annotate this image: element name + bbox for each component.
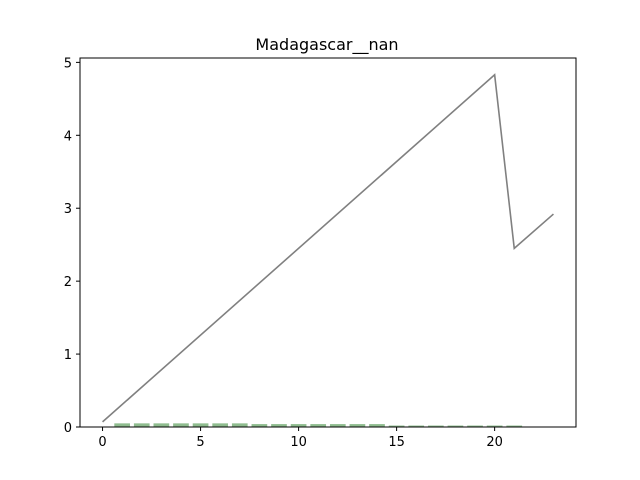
bar	[467, 425, 483, 427]
line-series	[102, 73, 554, 423]
x-tick-label: 0	[98, 435, 106, 450]
y-tick-label: 1	[64, 348, 72, 363]
x-tick-label: 20	[486, 435, 503, 450]
bar	[329, 424, 346, 427]
bar	[506, 425, 523, 427]
x-tick-label: 5	[196, 435, 204, 450]
chart-title: Madagascar__nan	[255, 35, 398, 55]
bar	[133, 423, 150, 427]
bar	[192, 423, 209, 427]
bar	[486, 425, 503, 427]
bar	[271, 424, 287, 427]
x-axis: 0 5 10 15 20	[98, 427, 503, 450]
y-tick-label: 2	[64, 275, 72, 290]
y-tick-label: 5	[64, 56, 72, 71]
x-tick-label: 15	[388, 435, 405, 450]
bar-series	[114, 423, 523, 427]
y-tick-label: 4	[64, 129, 72, 144]
bar	[153, 423, 170, 427]
bar	[251, 424, 268, 427]
bar	[231, 423, 248, 427]
bar	[212, 423, 229, 427]
bar	[427, 425, 444, 427]
bar	[114, 423, 130, 427]
bar	[349, 424, 366, 427]
bar	[310, 424, 327, 427]
bar	[447, 425, 464, 427]
plot-frame	[79, 57, 577, 428]
bar	[408, 425, 425, 427]
bar	[173, 423, 189, 427]
y-tick-label: 0	[64, 421, 72, 436]
x-tick-label: 10	[290, 435, 307, 450]
bar	[369, 424, 385, 427]
series-line	[102, 73, 554, 423]
bar	[290, 424, 307, 427]
bar	[388, 425, 405, 427]
y-tick-label: 3	[64, 202, 72, 217]
y-axis: 0 1 2 3 4 5	[64, 56, 80, 436]
